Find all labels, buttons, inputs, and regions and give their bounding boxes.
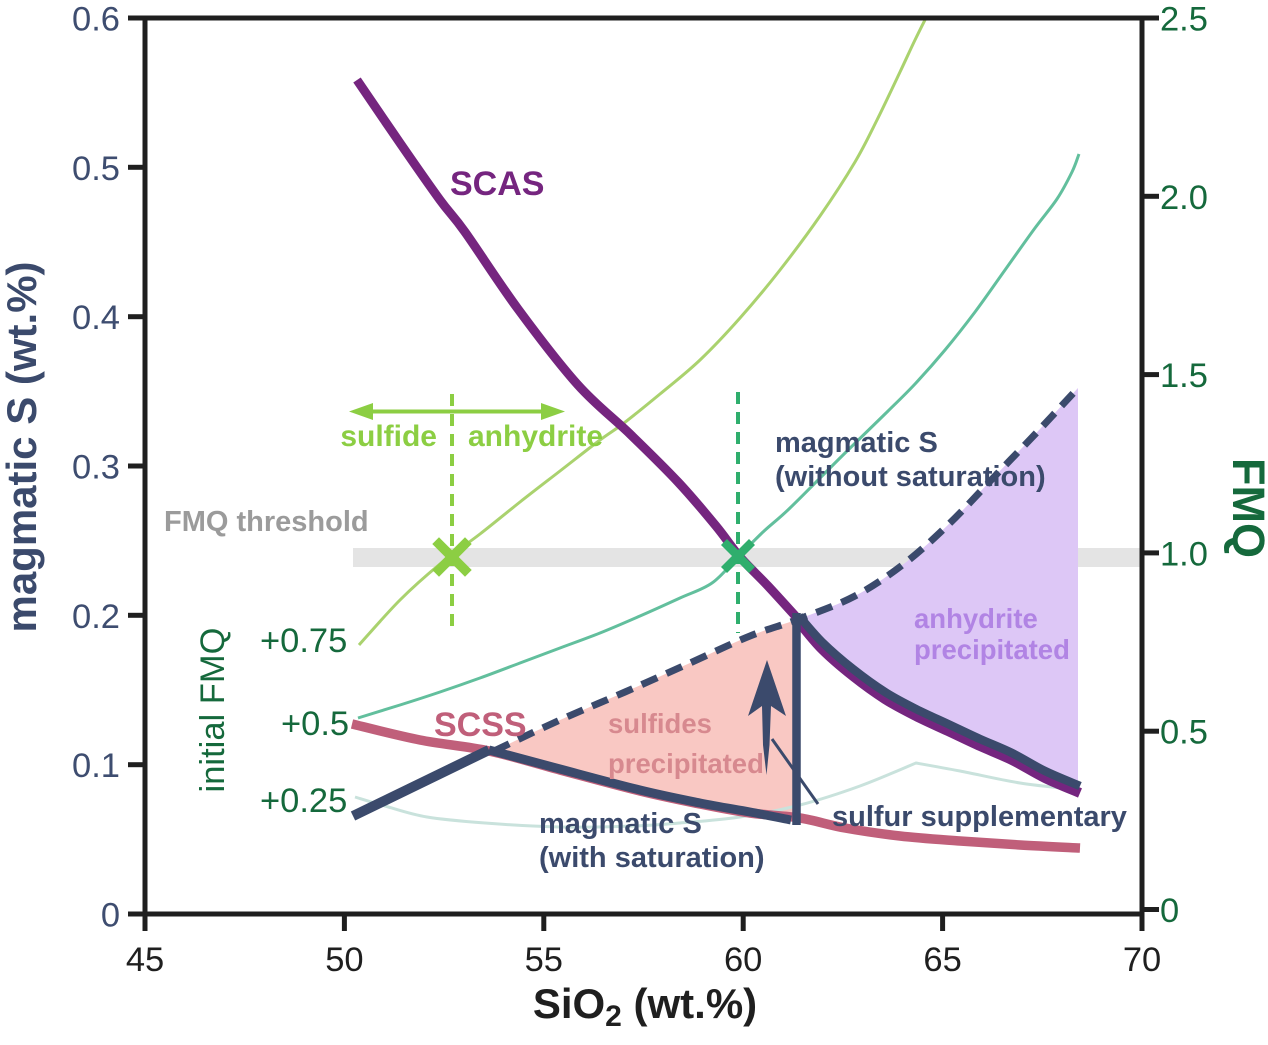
svg-text:precipitated: precipitated bbox=[914, 634, 1070, 665]
svg-text:SCAS: SCAS bbox=[450, 165, 544, 203]
svg-text:0.6: 0.6 bbox=[72, 1, 120, 39]
svg-text:FMQ: FMQ bbox=[1223, 458, 1268, 558]
svg-text:precipitated: precipitated bbox=[608, 748, 764, 779]
svg-text:0.5: 0.5 bbox=[72, 150, 120, 188]
svg-text:sulfides: sulfides bbox=[608, 708, 712, 739]
svg-text:+0.75: +0.75 bbox=[260, 622, 347, 660]
svg-text:1.5: 1.5 bbox=[1160, 357, 1208, 395]
svg-text:70: 70 bbox=[1123, 941, 1161, 979]
svg-text:+0.5: +0.5 bbox=[281, 705, 349, 743]
svg-text:initial FMQ: initial FMQ bbox=[194, 628, 232, 793]
svg-text:0: 0 bbox=[1160, 892, 1179, 930]
svg-text:65: 65 bbox=[923, 941, 961, 979]
svg-text:50: 50 bbox=[325, 941, 363, 979]
svg-text:55: 55 bbox=[525, 941, 563, 979]
svg-text:1.0: 1.0 bbox=[1160, 535, 1208, 573]
svg-text:0.5: 0.5 bbox=[1160, 714, 1208, 752]
svg-text:magmatic S: magmatic S bbox=[775, 427, 938, 459]
svg-text:sulfur supplementary: sulfur supplementary bbox=[832, 801, 1127, 833]
svg-text:60: 60 bbox=[724, 941, 762, 979]
svg-text:0: 0 bbox=[101, 897, 120, 935]
svg-text:0.3: 0.3 bbox=[72, 449, 120, 487]
svg-text:45: 45 bbox=[126, 941, 164, 979]
svg-text:0.4: 0.4 bbox=[72, 299, 120, 337]
svg-text:SiO2 (wt.%): SiO2 (wt.%) bbox=[533, 980, 757, 1033]
svg-text:magmatic S: magmatic S bbox=[539, 808, 702, 840]
svg-text:anhydrite: anhydrite bbox=[914, 603, 1038, 634]
svg-text:2.5: 2.5 bbox=[1160, 1, 1208, 39]
svg-text:+0.25: +0.25 bbox=[260, 782, 347, 820]
svg-text:sulfide: sulfide bbox=[340, 420, 437, 453]
svg-text:anhydrite: anhydrite bbox=[468, 420, 603, 453]
svg-text:0.1: 0.1 bbox=[72, 747, 120, 785]
svg-text:SCSS: SCSS bbox=[434, 706, 527, 744]
svg-text:magmatic S (wt.%): magmatic S (wt.%) bbox=[0, 261, 45, 632]
svg-text:(without saturation): (without saturation) bbox=[775, 461, 1046, 493]
svg-text:0.2: 0.2 bbox=[72, 598, 120, 636]
svg-text:FMQ threshold: FMQ threshold bbox=[164, 506, 369, 538]
svg-text:(with saturation): (with saturation) bbox=[539, 842, 765, 874]
svg-text:2.0: 2.0 bbox=[1160, 179, 1208, 217]
